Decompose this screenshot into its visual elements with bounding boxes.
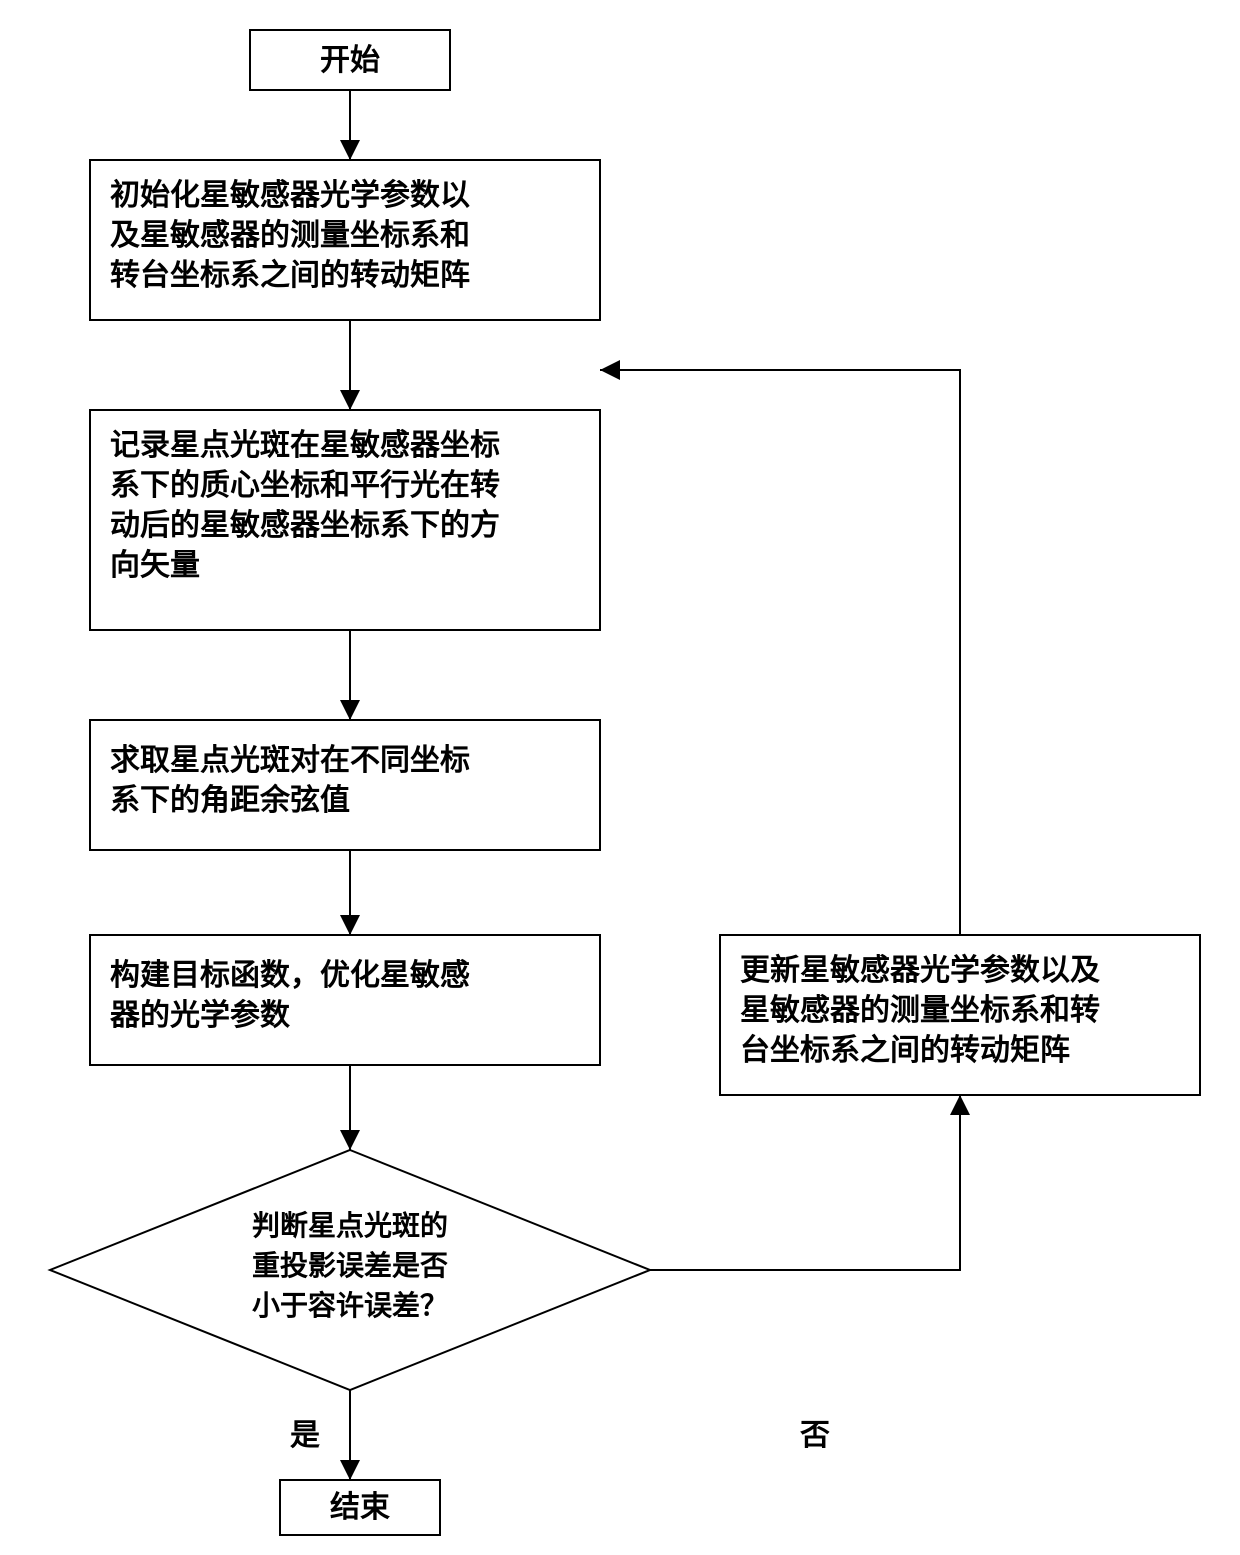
label-update-2: 星敏感器的测量坐标系和转 (740, 994, 1100, 1027)
label-opt-2: 器的光学参数 (109, 998, 291, 1032)
label-record-1: 记录星点光斑在星敏感器坐标 (110, 429, 500, 462)
label-decision-2: 重投影误差是否 (252, 1249, 448, 1282)
label-init-1: 初始化星敏感器光学参数以 (110, 178, 470, 212)
label-decision-1: 判断星点光斑的 (252, 1209, 448, 1242)
label-init-2: 及星敏感器的测量坐标系和 (110, 219, 470, 252)
label-angle-1: 求取星点光斑对在不同坐标 (110, 744, 470, 777)
label-start: 开始 (320, 44, 380, 77)
label-init-3: 转台坐标系之间的转动矩阵 (110, 258, 470, 292)
label-record-4: 向矢量 (110, 549, 200, 582)
label-update-3: 台坐标系之间的转动矩阵 (740, 1033, 1070, 1067)
flowchart-canvas: 开始 初始化星敏感器光学参数以 及星敏感器的测量坐标系和 转台坐标系之间的转动矩… (0, 0, 1240, 1555)
edge-decision-update (650, 1095, 960, 1270)
label-decision-3: 小于容许误差？ (252, 1289, 448, 1322)
label-record-3: 动后的星敏感器坐标系下的方 (110, 508, 500, 542)
label-record-2: 系下的质心坐标和平行光在转 (110, 469, 500, 502)
label-angle-2: 系下的角距余弦值 (110, 783, 350, 817)
label-update-1: 更新星敏感器光学参数以及 (740, 953, 1100, 987)
edge-label-yes: 是 (290, 1419, 320, 1452)
edge-update-record (600, 370, 960, 935)
label-end: 结束 (330, 1491, 390, 1524)
label-opt-1: 构建目标函数，优化星敏感 (110, 959, 470, 992)
edge-label-no: 否 (800, 1419, 830, 1452)
